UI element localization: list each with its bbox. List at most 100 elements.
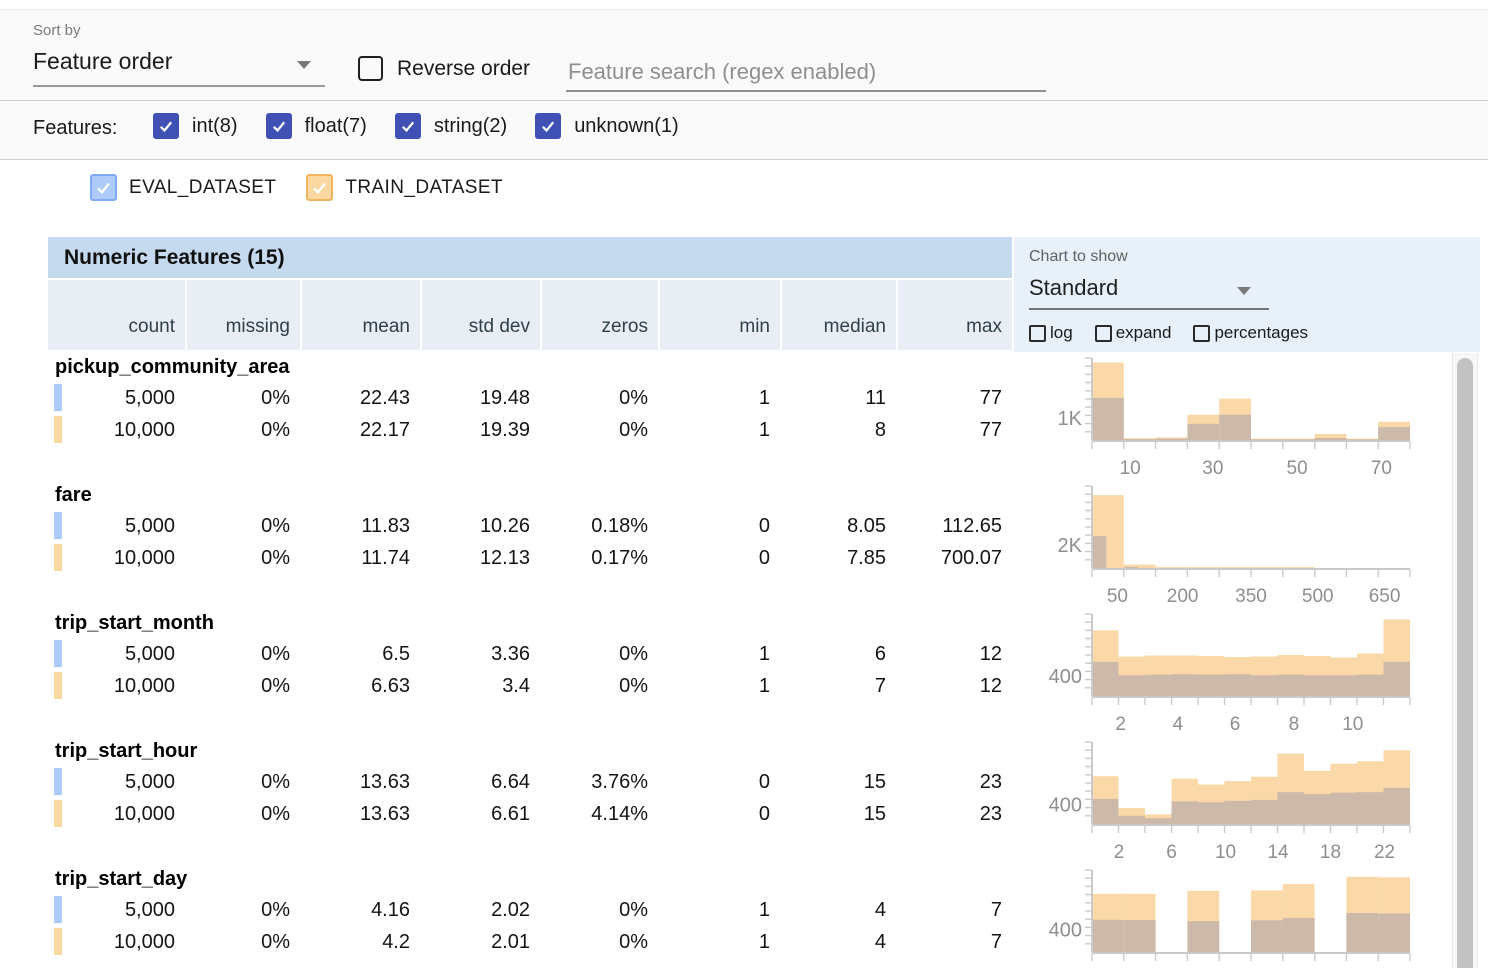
- stat-cell: 4.16: [300, 894, 420, 926]
- stat-cell: 13.63: [300, 798, 420, 830]
- histogram-pickup_community_area[interactable]: 103050701K: [1020, 352, 1420, 480]
- stat-cell: 23: [896, 798, 1012, 830]
- eval-dataset-toggle[interactable]: EVAL_DATASET: [90, 174, 276, 201]
- dropdown-underline: [1029, 308, 1269, 310]
- percentages-label: percentages: [1214, 323, 1308, 343]
- expand-checkbox[interactable]: expand: [1095, 323, 1172, 343]
- chart-type-value: Standard: [1029, 275, 1118, 300]
- stat-cell: 11.83: [300, 510, 420, 542]
- svg-text:400: 400: [1049, 919, 1082, 941]
- stat-row-eval: 5,0000%13.636.643.76%01523: [48, 766, 1012, 798]
- stat-cell: 1: [658, 670, 780, 702]
- feature-stats-table: pickup_community_area5,0000%22.4319.480%…: [0, 352, 1012, 968]
- stat-cell: 7: [780, 670, 896, 702]
- svg-text:650: 650: [1369, 586, 1401, 607]
- unchecked-checkbox-icon: [1029, 325, 1046, 342]
- train-dataset-label: TRAIN_DATASET: [345, 177, 503, 199]
- stat-cell: 0%: [540, 382, 658, 414]
- train-color-chip: [54, 416, 62, 443]
- stat-cell: 6: [780, 638, 896, 670]
- svg-text:1K: 1K: [1058, 408, 1083, 430]
- histogram-trip_start_hour[interactable]: 2610141822400: [1020, 736, 1420, 864]
- checked-checkbox-icon: [395, 113, 421, 139]
- svg-text:400: 400: [1049, 666, 1082, 688]
- svg-text:6: 6: [1166, 842, 1177, 863]
- stat-cell: 6.63: [300, 670, 420, 702]
- percentages-checkbox[interactable]: percentages: [1193, 323, 1308, 343]
- stat-cell: 12.13: [420, 542, 540, 574]
- stat-row-eval: 5,0000%22.4319.480%11177: [48, 382, 1012, 414]
- stat-cell: 5,000: [48, 638, 185, 670]
- eval-dataset-label: EVAL_DATASET: [129, 177, 276, 199]
- feature-block-trip_start_day: trip_start_day5,0000%4.162.020%14710,000…: [0, 864, 1012, 968]
- reverse-order-checkbox[interactable]: [358, 56, 383, 81]
- stat-cell: 0%: [185, 766, 300, 798]
- dataset-legend: EVAL_DATASET TRAIN_DATASET: [90, 174, 503, 201]
- stat-row-eval: 5,0000%4.162.020%147: [48, 894, 1012, 926]
- stat-cell: 22.17: [300, 414, 420, 446]
- stat-cell: 10.26: [420, 510, 540, 542]
- histogram-trip_start_day[interactable]: 400: [1020, 864, 1420, 968]
- chart-to-show-label: Chart to show: [1029, 248, 1128, 266]
- feature-type-list: int(8) float(7) string(2): [153, 113, 679, 139]
- histogram-trip_start_month[interactable]: 246810400: [1020, 608, 1420, 736]
- stat-cell: 77: [896, 414, 1012, 446]
- checked-checkbox-icon: [153, 113, 179, 139]
- stat-cell: 0: [658, 766, 780, 798]
- eval-color-chip: [54, 768, 62, 795]
- eval-checkbox-icon: [90, 174, 117, 201]
- stat-cell: 4: [780, 926, 896, 958]
- svg-text:6: 6: [1230, 714, 1241, 735]
- sort-toolbar: Sort by Feature order Reverse order: [0, 10, 1488, 101]
- train-color-chip: [54, 928, 62, 955]
- histogram-fare[interactable]: 502003505006502K: [1020, 480, 1420, 608]
- svg-text:2: 2: [1115, 714, 1126, 735]
- col-median: median: [780, 280, 896, 350]
- stat-cell: 0%: [185, 414, 300, 446]
- feature-block-trip_start_hour: trip_start_hour5,0000%13.636.643.76%0152…: [0, 736, 1012, 864]
- train-color-chip: [54, 800, 62, 827]
- stat-cell: 2.01: [420, 926, 540, 958]
- stat-cell: 0%: [540, 926, 658, 958]
- col-missing: missing: [185, 280, 300, 350]
- train-dataset-toggle[interactable]: TRAIN_DATASET: [306, 174, 503, 201]
- svg-text:4: 4: [1173, 714, 1184, 735]
- stat-cell: 12: [896, 670, 1012, 702]
- feature-search-input[interactable]: [566, 54, 1046, 92]
- filter-float[interactable]: float(7): [266, 113, 367, 139]
- feature-name: fare: [55, 480, 1012, 510]
- feature-name: trip_start_month: [55, 608, 1012, 638]
- filter-label: int(8): [192, 115, 238, 138]
- stat-cell: 0: [658, 510, 780, 542]
- feature-type-filterbar: Features: int(8) float(7): [0, 101, 1488, 160]
- svg-text:2K: 2K: [1058, 535, 1083, 557]
- stat-cell: 0%: [540, 670, 658, 702]
- feature-name: trip_start_day: [55, 864, 1012, 894]
- col-std-dev: std dev: [420, 280, 540, 350]
- log-checkbox[interactable]: log: [1029, 323, 1073, 343]
- col-mean: mean: [300, 280, 420, 350]
- eval-color-chip: [54, 640, 62, 667]
- svg-text:18: 18: [1320, 842, 1341, 863]
- chart-option-list: log expand percentages: [1029, 323, 1308, 343]
- vertical-scrollbar-thumb[interactable]: [1457, 358, 1473, 968]
- sort-order-dropdown[interactable]: Feature order: [33, 48, 325, 86]
- stat-cell: 4.2: [300, 926, 420, 958]
- chart-type-dropdown[interactable]: Standard: [1029, 275, 1269, 309]
- stat-cell: 0%: [185, 382, 300, 414]
- unchecked-checkbox-icon: [1193, 325, 1210, 342]
- stat-cell: 0%: [540, 414, 658, 446]
- filter-int[interactable]: int(8): [153, 113, 238, 139]
- stat-cell: 0%: [185, 894, 300, 926]
- vertical-scrollbar-track[interactable]: [1452, 353, 1478, 968]
- filter-unknown[interactable]: unknown(1): [535, 113, 679, 139]
- svg-text:14: 14: [1267, 842, 1289, 863]
- svg-text:8: 8: [1289, 714, 1300, 735]
- filter-string[interactable]: string(2): [395, 113, 507, 139]
- stat-cell: 1: [658, 638, 780, 670]
- filter-label: string(2): [434, 115, 507, 138]
- sort-by-label: Sort by: [33, 22, 81, 39]
- stat-cell: 12: [896, 638, 1012, 670]
- stat-cell: 0%: [540, 894, 658, 926]
- stat-cell: 10,000: [48, 414, 185, 446]
